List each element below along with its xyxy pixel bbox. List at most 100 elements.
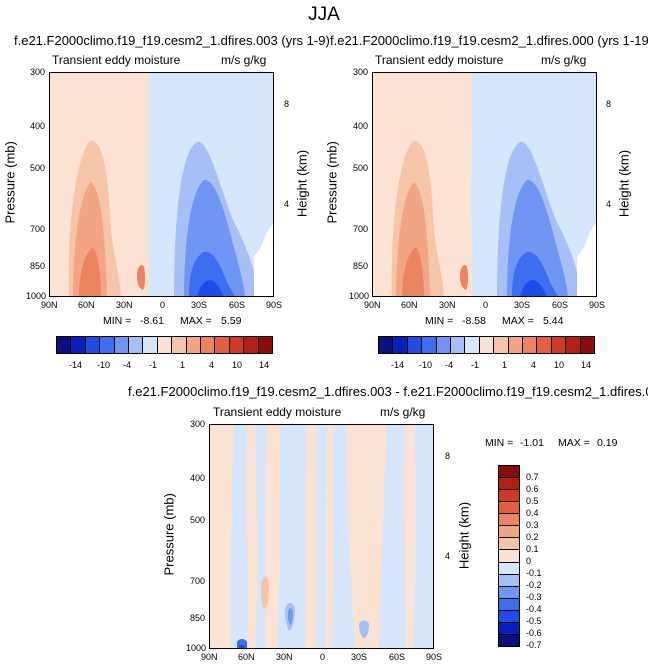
panel-1-height-tick: 8 bbox=[284, 99, 290, 109]
colorbar-swatch bbox=[499, 598, 519, 611]
panel-2-ylabel: Pressure (mb) bbox=[324, 141, 340, 224]
colorbar-2-label: 14 bbox=[581, 360, 592, 370]
colorbar-swatch bbox=[499, 466, 519, 479]
colorbar-swatch bbox=[499, 622, 519, 635]
panel-3-positive-band bbox=[346, 424, 387, 649]
panel-3-contour-neg-2 bbox=[288, 608, 293, 625]
colorbar-3-label: -0.2 bbox=[526, 580, 542, 590]
panel-3-frame bbox=[209, 424, 434, 649]
panel-2-max-label: MAX = bbox=[502, 315, 534, 327]
panel-1-ytick: 1000 bbox=[26, 291, 47, 301]
panel-3-title: f.e21.F2000climo.f19_f19.cesm2_1.dfires.… bbox=[128, 384, 648, 399]
colorbar-1-label: -1 bbox=[149, 360, 158, 370]
panel-3-units-label: m/s g/kg bbox=[380, 405, 426, 419]
panel-1-height-tick: 4 bbox=[284, 199, 290, 209]
panel-1-xtick: 0 bbox=[160, 300, 166, 310]
panel-1-field-label: Transient eddy moisture bbox=[52, 53, 181, 67]
colorbar-3-label: -0.7 bbox=[526, 640, 542, 650]
panel-2-ytick: 1000 bbox=[349, 291, 370, 301]
panel-2-contour-pos-4 bbox=[460, 265, 469, 290]
panel-1-ytick: 700 bbox=[30, 224, 46, 234]
panel-1-xtick: 60N bbox=[78, 300, 95, 310]
colorbar-swatch bbox=[580, 337, 595, 353]
colorbar-swatch bbox=[407, 337, 423, 353]
panel-3-min-label: MIN = bbox=[485, 437, 514, 449]
panel-1-plot bbox=[49, 72, 274, 297]
panel-1-contour-pos-3 bbox=[79, 247, 101, 297]
colorbar-swatch bbox=[499, 586, 519, 599]
panel-2-xtick: 60S bbox=[552, 300, 569, 310]
colorbar-swatch bbox=[523, 337, 538, 353]
panel-2-height-tick: 4 bbox=[606, 199, 612, 209]
colorbar-1-label: 1 bbox=[180, 360, 186, 370]
panel-3-ytick: 850 bbox=[190, 613, 206, 623]
colorbar-3-label: 0.3 bbox=[526, 520, 539, 530]
colorbar-swatch bbox=[499, 526, 519, 539]
panel-1-xtick: 30S bbox=[191, 300, 208, 310]
panel-3-ytick: 300 bbox=[190, 419, 206, 429]
panel-1-contour-pos-4 bbox=[137, 265, 146, 290]
panel-3-field-label: Transient eddy moisture bbox=[213, 405, 342, 419]
colorbar-3-label: 0.2 bbox=[526, 532, 539, 542]
panel-2-units-label: m/s g/kg bbox=[541, 53, 587, 67]
colorbar-swatch bbox=[143, 337, 158, 353]
panel-3-positive-band bbox=[265, 424, 281, 649]
panel-2-height-tick: 8 bbox=[606, 99, 612, 109]
colorbar-2-label: 1 bbox=[502, 360, 508, 370]
colorbar-swatch bbox=[229, 337, 245, 353]
panel-1-ytick: 500 bbox=[30, 163, 46, 173]
panel-2-max-value: 5.44 bbox=[543, 315, 564, 327]
panel-3-positive-band bbox=[325, 424, 334, 649]
colorbar-swatch bbox=[551, 337, 567, 353]
panel-3-max-label: MAX = bbox=[558, 437, 590, 449]
panel-3-ylabel: Pressure (mb) bbox=[161, 493, 177, 576]
panel-1-min-label: MIN = bbox=[103, 315, 132, 327]
panel-2-contour-neg-3 bbox=[512, 251, 558, 297]
colorbar-1-label: -14 bbox=[69, 360, 83, 370]
colorbar-3-label: 0.5 bbox=[526, 496, 539, 506]
panel-2-field-label: Transient eddy moisture bbox=[375, 53, 504, 67]
colorbar-swatch bbox=[393, 337, 408, 353]
colorbar-swatch bbox=[186, 337, 202, 353]
colorbar-swatch bbox=[494, 337, 509, 353]
panel-3-xtick: 90N bbox=[201, 652, 218, 662]
panel-3-ytick: 400 bbox=[190, 473, 206, 483]
panel-1-ytick: 300 bbox=[30, 67, 46, 77]
panel-2-ytick: 500 bbox=[353, 163, 369, 173]
panel-1-xtick: 30N bbox=[116, 300, 133, 310]
panel-3-ytick: 700 bbox=[190, 576, 206, 586]
panel-3-xtick: 60S bbox=[389, 652, 406, 662]
panel-2-xtick: 60N bbox=[401, 300, 418, 310]
colorbar-swatch bbox=[172, 337, 187, 353]
panel-2-colorbar bbox=[378, 336, 595, 354]
colorbar-1-label: 4 bbox=[209, 360, 215, 370]
panel-1-units-label: m/s g/kg bbox=[221, 53, 267, 67]
panel-3-height-tick: 8 bbox=[445, 451, 451, 461]
colorbar-swatch bbox=[379, 337, 394, 353]
colorbar-swatch bbox=[499, 610, 519, 623]
colorbar-3-label: -0.3 bbox=[526, 592, 542, 602]
panel-2-ytick: 700 bbox=[353, 224, 369, 234]
panel-1-ytick: 400 bbox=[30, 121, 46, 131]
panel-3-xtick: 30N bbox=[276, 652, 293, 662]
panel-2-xtick: 30S bbox=[514, 300, 531, 310]
colorbar-1-label: 10 bbox=[232, 360, 243, 370]
colorbar-2-label: 10 bbox=[554, 360, 565, 370]
colorbar-swatch bbox=[499, 634, 519, 646]
colorbar-3-label: -0.1 bbox=[526, 568, 542, 578]
panel-1-ylabel-right: Height (km) bbox=[294, 149, 310, 218]
colorbar-2-label: -1 bbox=[471, 360, 480, 370]
panel-1-min-value: -8.61 bbox=[140, 315, 164, 327]
panel-2-ytick: 850 bbox=[353, 261, 369, 271]
panel-3-positive-band bbox=[305, 424, 317, 649]
panel-2-plot bbox=[372, 72, 597, 297]
colorbar-swatch bbox=[100, 337, 115, 353]
colorbar-swatch bbox=[566, 337, 581, 353]
colorbar-swatch bbox=[436, 337, 452, 353]
panel-3-positive-band bbox=[209, 424, 234, 649]
panel-1-ytick: 850 bbox=[30, 261, 46, 271]
colorbar-2-label: -14 bbox=[391, 360, 405, 370]
panel-3-ylabel-right: Height (km) bbox=[456, 501, 472, 570]
panel-2-ytick: 400 bbox=[353, 121, 369, 131]
panel-3-max-value: 0.19 bbox=[597, 437, 618, 449]
